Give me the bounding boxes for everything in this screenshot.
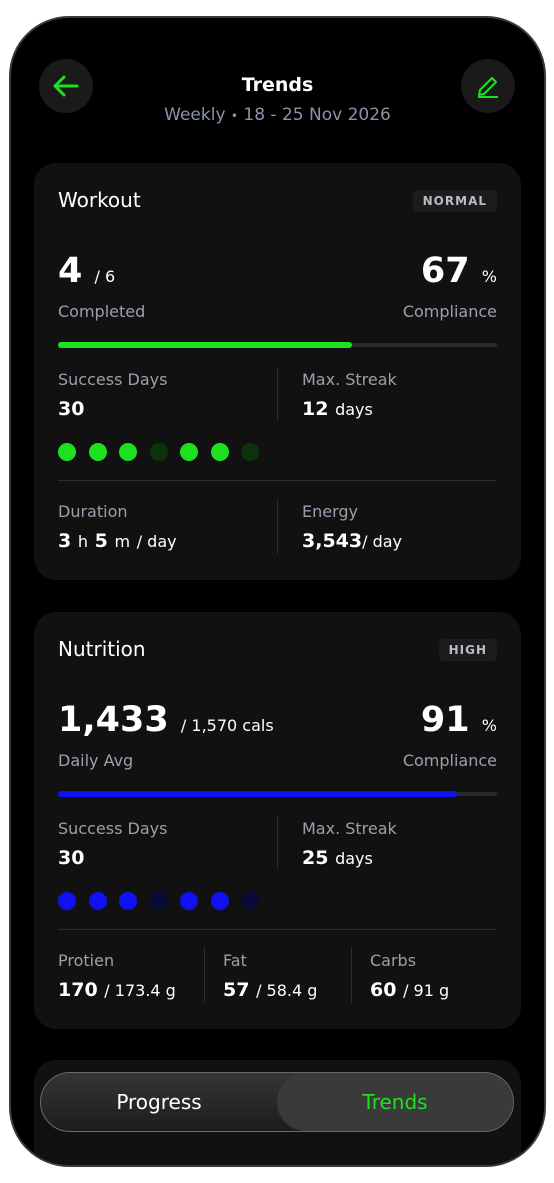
- minutes-unit: m: [114, 532, 131, 551]
- max-streak-value: 12: [302, 398, 329, 420]
- macro-value: 60 / 91 g: [370, 979, 449, 1001]
- energy-value: 3,543: [302, 530, 363, 552]
- day-dot: [241, 892, 259, 910]
- progress-track: [58, 342, 497, 348]
- max-streak-unit: days: [335, 400, 373, 419]
- main-number: 4: [58, 251, 83, 291]
- day-dot: [180, 443, 198, 461]
- day-dot: [241, 443, 259, 461]
- divider: [277, 367, 278, 421]
- main-label: Completed: [58, 302, 146, 321]
- day-dot: [149, 892, 168, 910]
- max-streak: 25 days: [302, 847, 373, 869]
- main-value: 4 / 6: [58, 251, 115, 291]
- duration: 3 h 5 m / day: [58, 530, 177, 552]
- day-dot: [149, 443, 168, 461]
- macro-target: / 58.4 g: [256, 981, 318, 1000]
- energy-label: Energy: [302, 502, 359, 521]
- max-streak-label: Max. Streak: [302, 370, 397, 389]
- minutes: 5: [94, 530, 108, 552]
- day-dot: [58, 443, 76, 461]
- compliance-label: Compliance: [402, 302, 497, 321]
- compliance: 67 %: [421, 251, 497, 291]
- phone-frame: Trends Weekly • 18 - 25 Nov 2026 Workout…: [11, 18, 544, 1165]
- success-days: 30: [58, 398, 85, 420]
- progress-track: [58, 791, 497, 797]
- tab-switch: Progress Trends: [40, 1072, 514, 1132]
- compliance-value: 91: [420, 700, 470, 740]
- day-dot: [88, 892, 107, 910]
- hours: 3: [58, 530, 72, 552]
- divider: [204, 947, 205, 1003]
- separator: •: [230, 109, 238, 123]
- divider: [58, 929, 497, 930]
- duration-label: Duration: [58, 502, 128, 521]
- back-icon: [53, 75, 79, 97]
- tab[interactable]: Progress: [116, 1090, 202, 1114]
- max-streak-unit: days: [335, 849, 373, 868]
- macro-amount: 60: [370, 979, 397, 1001]
- compliance: 91 %: [421, 700, 497, 740]
- day-dot: [180, 892, 198, 910]
- card-title: Nutrition: [58, 637, 146, 661]
- workout-card: Workout NORMAL 4 / 6 Completed 67 % Complianc…: [34, 163, 521, 580]
- day-dot: [119, 892, 137, 910]
- nutrition-card: Nutrition HIGH 1,433 / 1,570 cals Daily Avg…: [34, 612, 521, 1029]
- energy: 3,543/ day: [302, 530, 402, 552]
- compliance-label: Compliance: [402, 751, 497, 770]
- period-type: Weekly: [164, 105, 226, 125]
- success-days: 30: [58, 847, 85, 869]
- max-streak-label: Max. Streak: [302, 819, 397, 838]
- badge: HIGH: [438, 639, 497, 661]
- main-total: / 1,570 cals: [180, 716, 274, 735]
- day-dot: [119, 443, 137, 461]
- macro-target: / 91 g: [403, 981, 450, 1000]
- divider: [58, 480, 497, 481]
- tab[interactable]: Trends: [277, 1073, 513, 1131]
- divider: [351, 947, 352, 1003]
- per-day: / day: [362, 532, 403, 551]
- main-total: / 6: [94, 267, 116, 286]
- macro-target: / 173.4 g: [104, 981, 176, 1000]
- page-title: Trends: [241, 74, 314, 96]
- success-days-label: Success Days: [58, 819, 168, 838]
- day-dot: [210, 443, 229, 461]
- macro-amount: 57: [223, 979, 250, 1001]
- main-value: 1,433 / 1,570 cals: [58, 700, 274, 740]
- macro-value: 170 / 173.4 g: [58, 979, 176, 1001]
- macro-label: Protien: [58, 951, 115, 970]
- progress-fill: [58, 791, 458, 797]
- day-dot: [58, 892, 76, 910]
- per-day: / day: [136, 532, 177, 551]
- dates: 18 - 25 Nov 2026: [243, 105, 391, 125]
- macro-label: Fat: [223, 951, 247, 970]
- hours-unit: h: [77, 532, 88, 551]
- success-days-label: Success Days: [58, 370, 168, 389]
- back-button[interactable]: [39, 59, 93, 113]
- edit-icon: [478, 77, 498, 98]
- compliance-value: 67: [420, 251, 470, 291]
- divider: [277, 498, 278, 554]
- macro-value: 57 / 58.4 g: [223, 979, 317, 1001]
- main-number: 1,433: [58, 700, 169, 740]
- macro-label: Carbs: [370, 951, 417, 970]
- macro-amount: 170: [58, 979, 98, 1001]
- max-streak-value: 25: [302, 847, 329, 869]
- main-label: Daily Avg: [58, 751, 134, 770]
- edit-button[interactable]: [461, 59, 515, 113]
- progress-fill: [58, 342, 353, 348]
- compliance-unit: %: [481, 267, 497, 286]
- badge: NORMAL: [412, 190, 497, 212]
- day-dot: [210, 892, 229, 910]
- day-dot: [88, 443, 107, 461]
- max-streak: 12 days: [302, 398, 373, 420]
- card-title: Workout: [58, 188, 141, 212]
- compliance-unit: %: [481, 716, 497, 735]
- period: Weekly • 18 - 25 Nov 2026: [11, 105, 544, 125]
- divider: [277, 816, 278, 870]
